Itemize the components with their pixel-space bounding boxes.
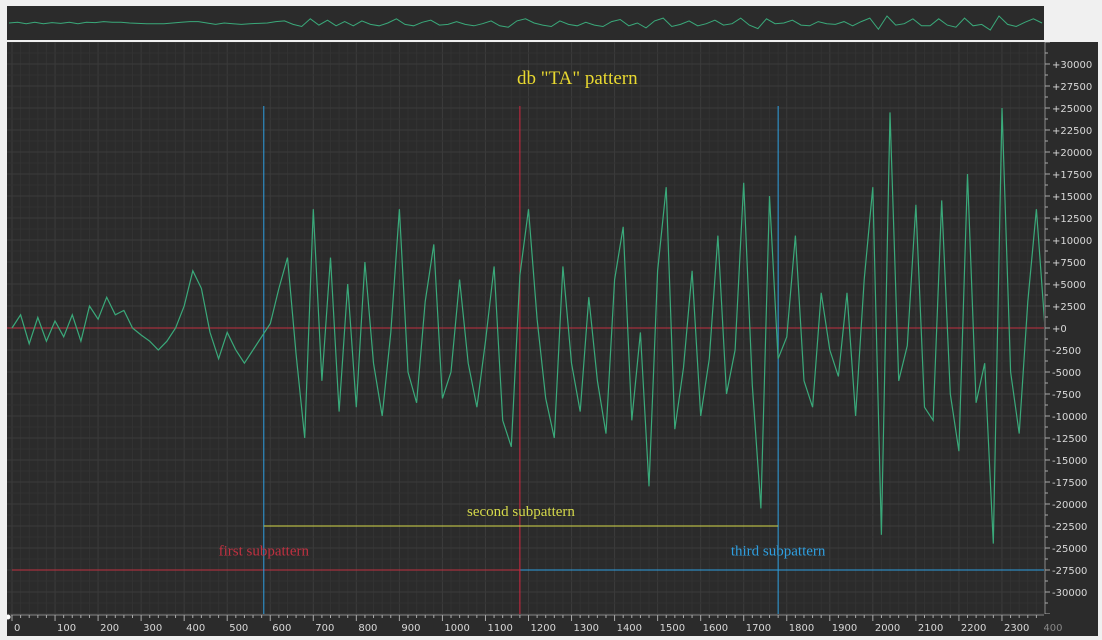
y-tick-label: +15000 [1052,192,1092,203]
x-tick-label: 2200 [961,623,986,634]
range-start-handle [4,613,12,621]
x-tick-label: 1200 [531,623,556,634]
x-axis-corner: 2400 [1037,614,1098,636]
y-tick-label: +7500 [1052,258,1086,269]
overview-line [8,15,1043,31]
x-axis[interactable]: 0 100 200 300 400 500 600 700 800 900 1000 1100 1200… [4,613,1046,636]
y-tick-label: -15000 [1052,456,1087,467]
x-tick-label: 800 [358,623,377,634]
x-tick-label: 1500 [660,623,685,634]
y-tick-label: -7500 [1052,390,1081,401]
x-tick-label: 1600 [703,623,728,634]
x-tick-label: 2400 [1044,623,1062,634]
x-tick-label: 600 [272,623,291,634]
x-tick-label: 2100 [918,623,943,634]
x-axis-svg: 0 100 200 300 400 500 600 700 800 900 1000 1100 1200… [4,613,1046,634]
y-tick-label: -17500 [1052,478,1087,489]
chart-title: db "TA" pattern [517,68,638,89]
y-tick-label: +27500 [1052,82,1092,93]
y-tick-label: +25000 [1052,104,1092,115]
annotation-label: second subpattern [467,504,575,520]
y-tick-label: -27500 [1052,566,1087,577]
x-tick-label: 1100 [487,623,512,634]
y-tick-label: +22500 [1052,126,1092,137]
x-tick-label: 900 [401,623,420,634]
overview-svg [8,15,1043,31]
y-tick-label: -22500 [1052,522,1087,533]
y-tick-label: -20000 [1052,500,1087,511]
y-tick-label: +20000 [1052,148,1092,159]
x-tick-label: 200 [100,623,119,634]
x-tick-label: 1000 [444,623,469,634]
y-tick-label: -2500 [1052,346,1081,357]
x-tick-label: 2000 [875,623,900,634]
y-tick-label: -25000 [1052,544,1087,555]
y-tick-label: +12500 [1052,214,1092,225]
plot-svg: second subpattern first subpattern third s… [7,41,1046,615]
y-tick-label: +5000 [1052,280,1086,291]
overview-strip[interactable] [7,6,1044,40]
plot-area[interactable]: second subpattern first subpattern third s… [7,41,1046,615]
y-tick-label: +2500 [1052,302,1086,313]
y-tick-label: +17500 [1052,170,1092,181]
x-tick-label: 100 [57,623,76,634]
x-tick-label: 0 [14,623,20,634]
x-axis-corner-svg: 2400 [1037,623,1062,634]
y-tick-label: -30000 [1052,588,1087,599]
annotation-label: third subpattern [731,543,826,559]
y-axis: +30000 +27500 +25000 +22500 +20000 +17500 +150… [1044,41,1098,615]
y-tick-label: -5000 [1052,368,1081,379]
y-tick-label: +30000 [1052,60,1092,71]
y-tick-label: +0 [1052,324,1067,335]
annotation-label: first subpattern [219,543,310,559]
x-tick-label: 700 [315,623,334,634]
y-tick-label: -12500 [1052,434,1087,445]
x-tick-label: 1400 [617,623,642,634]
x-tick-label: 1900 [832,623,857,634]
x-tick-label: 1800 [789,623,814,634]
x-tick-label: 500 [229,623,248,634]
y-tick-label: -10000 [1052,412,1087,423]
x-tick-label: 400 [186,623,205,634]
y-axis-svg: +30000 +27500 +25000 +22500 +20000 +17500 +150… [1044,41,1092,615]
x-tick-label: 300 [143,623,162,634]
x-tick-label: 1700 [746,623,771,634]
y-tick-label: +10000 [1052,236,1092,247]
x-tick-label: 2300 [1004,623,1029,634]
x-tick-label: 1300 [574,623,599,634]
series-line [11,107,1046,544]
